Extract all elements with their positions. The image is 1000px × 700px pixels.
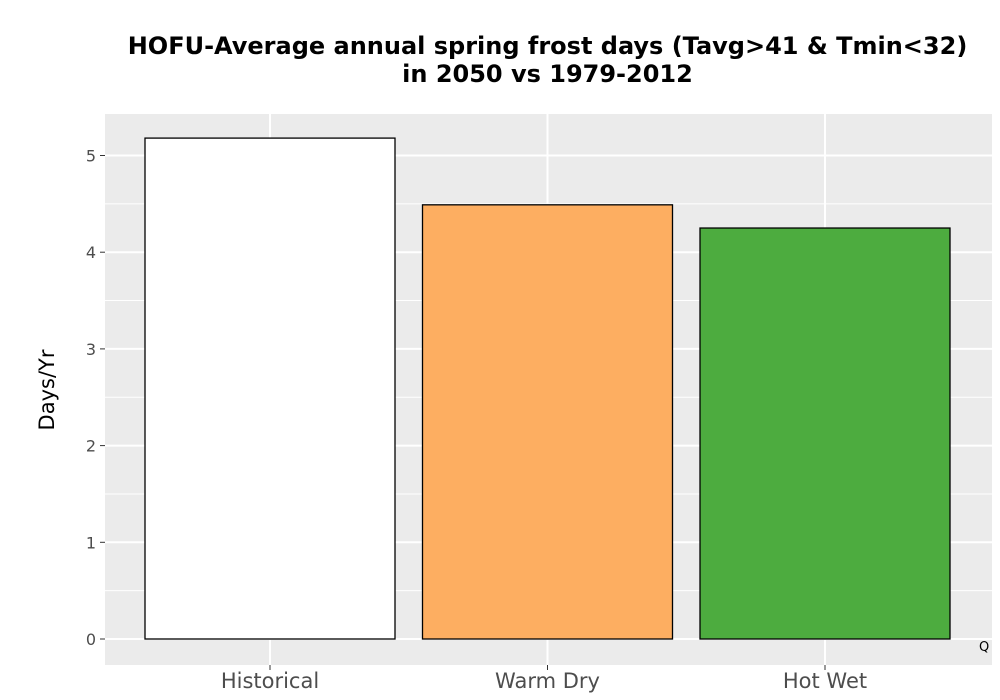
y-tick-label: 0 [86, 630, 96, 649]
chart-title: HOFU-Average annual spring frost days (T… [95, 32, 1000, 88]
y-tick-label: 4 [86, 243, 96, 262]
x-tick-label: Historical [221, 669, 319, 693]
chart-title-line-2: in 2050 vs 1979-2012 [402, 60, 693, 88]
y-axis-label: Days/Yr [35, 349, 59, 430]
chart-title-line-1: HOFU-Average annual spring frost days (T… [127, 32, 968, 60]
x-tick-label: Hot Wet [783, 669, 867, 693]
y-tick-label: 2 [86, 437, 96, 456]
x-tick-label: Warm Dry [495, 669, 600, 693]
bar-historical [144, 137, 396, 640]
y-tick-label: 5 [86, 147, 96, 166]
bar-warm-dry [421, 204, 674, 640]
bars [144, 137, 951, 640]
y-tick-label: 3 [86, 340, 96, 359]
axes: 0 1 2 3 4 5 Historical Warm Dry Hot Wet [86, 147, 867, 694]
bar-hot-wet [699, 227, 951, 640]
corner-mark: Q [979, 640, 990, 655]
y-tick-label: 1 [86, 533, 96, 552]
